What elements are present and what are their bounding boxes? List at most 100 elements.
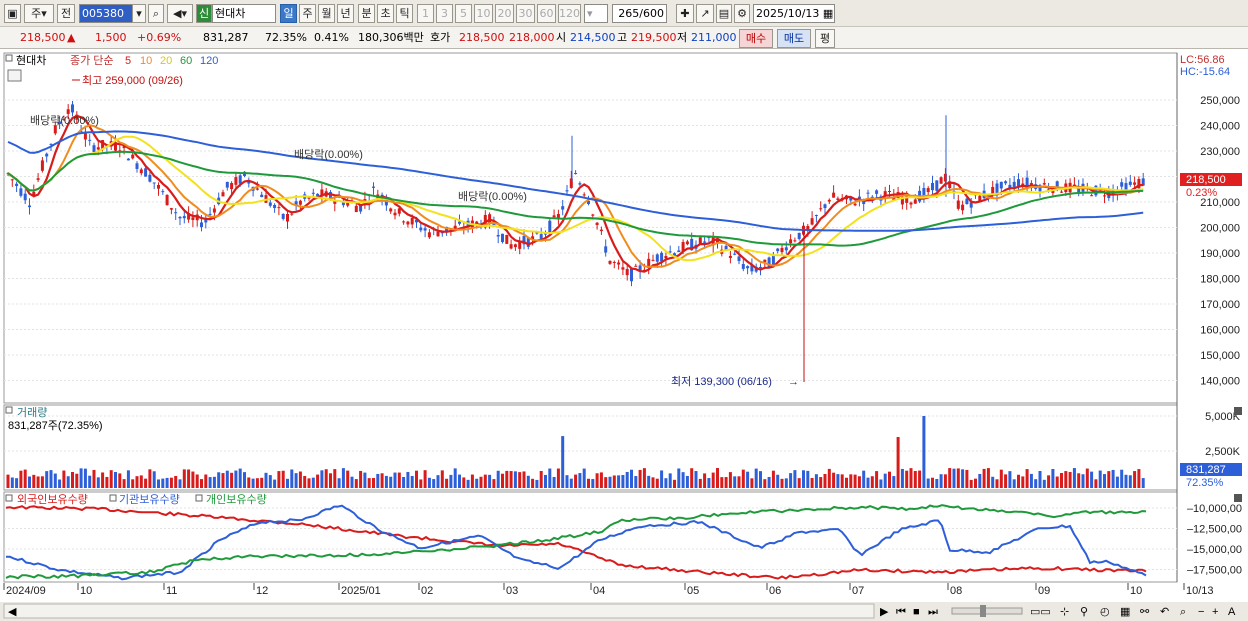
volume-bar <box>169 477 173 488</box>
search-icon[interactable]: ⌕ <box>148 4 164 23</box>
volume-bar <box>62 470 66 488</box>
draw-icon[interactable]: ↗ <box>696 4 714 23</box>
panel-toggle-icon[interactable] <box>7 69 22 82</box>
scrollbar-track[interactable] <box>3 603 875 619</box>
candle-body <box>531 236 535 240</box>
zoom-out-icon[interactable]: − <box>1198 606 1204 618</box>
candle-body <box>1038 185 1042 192</box>
save-icon[interactable]: ▤ <box>716 4 732 23</box>
volume-bar <box>655 478 659 488</box>
tool-icon[interactable]: ⚲ <box>1080 606 1088 618</box>
candle-body <box>1025 177 1029 187</box>
first-icon[interactable]: ⏮ <box>896 606 906 618</box>
candle-body <box>522 236 526 245</box>
zoom-in-mag-icon[interactable]: ⌕ <box>1180 606 1186 618</box>
volume-bar <box>298 471 302 488</box>
candle-body <box>298 200 302 205</box>
holdings-close-icon[interactable] <box>1234 494 1242 502</box>
volume-bar <box>518 472 522 488</box>
volume-bar <box>677 468 681 488</box>
scroll-left-icon[interactable]: ◀ <box>8 606 17 618</box>
count-field[interactable]: 265/600 <box>612 4 667 23</box>
volume-bar <box>544 474 547 488</box>
volume-bar <box>415 470 418 488</box>
hc-value: HC:-15.64 <box>1180 66 1230 78</box>
volume-bar <box>225 470 229 488</box>
zoom-in-icon[interactable]: + <box>1212 606 1218 618</box>
volume-value: 831,287 <box>203 31 249 44</box>
interval-1[interactable]: 1 <box>417 4 434 23</box>
eval-button[interactable]: 평 <box>815 29 835 48</box>
period-second[interactable]: 초 <box>377 4 394 23</box>
volume-summary: 831,287주(72.35%) <box>8 420 103 432</box>
code-dropdown-icon[interactable]: ▾ <box>132 4 146 23</box>
candle-body <box>281 213 285 219</box>
interval-20[interactable]: 20 <box>495 4 514 23</box>
stock-code-input[interactable]: 005380 <box>79 4 145 23</box>
zoom-handle[interactable] <box>980 605 986 617</box>
speaker-icon[interactable]: ◀▾ <box>167 4 193 23</box>
volume-bar <box>793 470 797 488</box>
quote-bar: 218,500 ▲ 1,500 +0.69% 831,287 72.35% 0.… <box>0 27 1248 49</box>
period-day[interactable]: 일 <box>280 4 297 23</box>
last-icon[interactable]: ⏭ <box>928 606 938 618</box>
magnify-icon[interactable]: ⚯ <box>1140 606 1150 618</box>
interval-dropdown[interactable]: ▾ <box>584 4 608 23</box>
stock-name-field[interactable]: 현대차 <box>212 4 276 23</box>
volume-bar <box>1055 476 1059 488</box>
stock-chart[interactable]: 250,000240,000230,000220,000210,000200,0… <box>0 50 1248 621</box>
y-tick-label: 210,000 <box>1200 197 1240 209</box>
sell-button[interactable]: 매도 <box>777 29 811 48</box>
buy-button[interactable]: 매수 <box>739 29 773 48</box>
candle-body <box>406 221 410 225</box>
interval-10[interactable]: 10 <box>474 4 493 23</box>
candle-body <box>789 239 793 244</box>
period-minute[interactable]: 분 <box>358 4 375 23</box>
x-tick-label: 04 <box>593 585 605 597</box>
date-field[interactable]: 2025/10/13 ▦ <box>753 4 835 23</box>
scroll-right-icon[interactable]: ▶ <box>880 606 889 618</box>
period-tick[interactable]: 틱 <box>396 4 413 23</box>
chart-tool-icon[interactable]: ▦ <box>1120 606 1130 618</box>
volume-close-icon[interactable] <box>1234 407 1242 415</box>
x-tick-label: 03 <box>506 585 518 597</box>
crosshair-icon[interactable]: ✚ <box>676 4 694 23</box>
volume-bar <box>621 475 625 488</box>
gear-icon[interactable]: ⚙ <box>734 4 750 23</box>
volume-bar <box>780 478 784 488</box>
interval-5[interactable]: 5 <box>455 4 472 23</box>
undo-icon[interactable]: ↶ <box>1160 606 1169 618</box>
volume-bar <box>694 471 698 488</box>
interval-3[interactable]: 3 <box>436 4 453 23</box>
volume-bar <box>466 479 470 488</box>
stop-icon[interactable]: ■ <box>913 606 920 618</box>
interval-30[interactable]: 30 <box>516 4 535 23</box>
window-icon[interactable]: ▣ <box>4 4 21 23</box>
layout-icon[interactable]: ▭▭ <box>1030 606 1051 618</box>
candle-body <box>767 257 771 268</box>
period-week[interactable]: 주 <box>299 4 316 23</box>
crosshair-tool-icon[interactable]: ⊹ <box>1060 606 1069 618</box>
period-year[interactable]: 년 <box>337 4 354 23</box>
volume-bar <box>870 476 874 488</box>
volume-bar <box>341 468 345 488</box>
mode-select[interactable]: 전 <box>57 4 75 23</box>
font-size-icon[interactable]: A <box>1228 606 1236 618</box>
market-select[interactable]: 주▾ <box>24 4 54 23</box>
interval-60[interactable]: 60 <box>537 4 556 23</box>
x-tick-label: 10/13 <box>1186 585 1214 597</box>
volume-bars <box>6 416 1145 488</box>
candle-body <box>599 229 603 232</box>
calendar-icon[interactable]: ▦ <box>822 7 834 20</box>
last-volume-value: 831,287 <box>1186 464 1226 476</box>
volume-bar <box>501 473 504 488</box>
volume-bar <box>931 477 934 488</box>
dividend-note-3: 배당락(0.00%) <box>458 190 527 203</box>
zoom-slider[interactable] <box>951 607 1023 615</box>
volume-bar <box>892 476 896 488</box>
period-tool-icon[interactable]: ◴ <box>1100 606 1110 618</box>
volume-bar <box>883 473 887 488</box>
period-month[interactable]: 월 <box>318 4 335 23</box>
volume-bar <box>673 479 676 488</box>
interval-120[interactable]: 120 <box>558 4 581 23</box>
